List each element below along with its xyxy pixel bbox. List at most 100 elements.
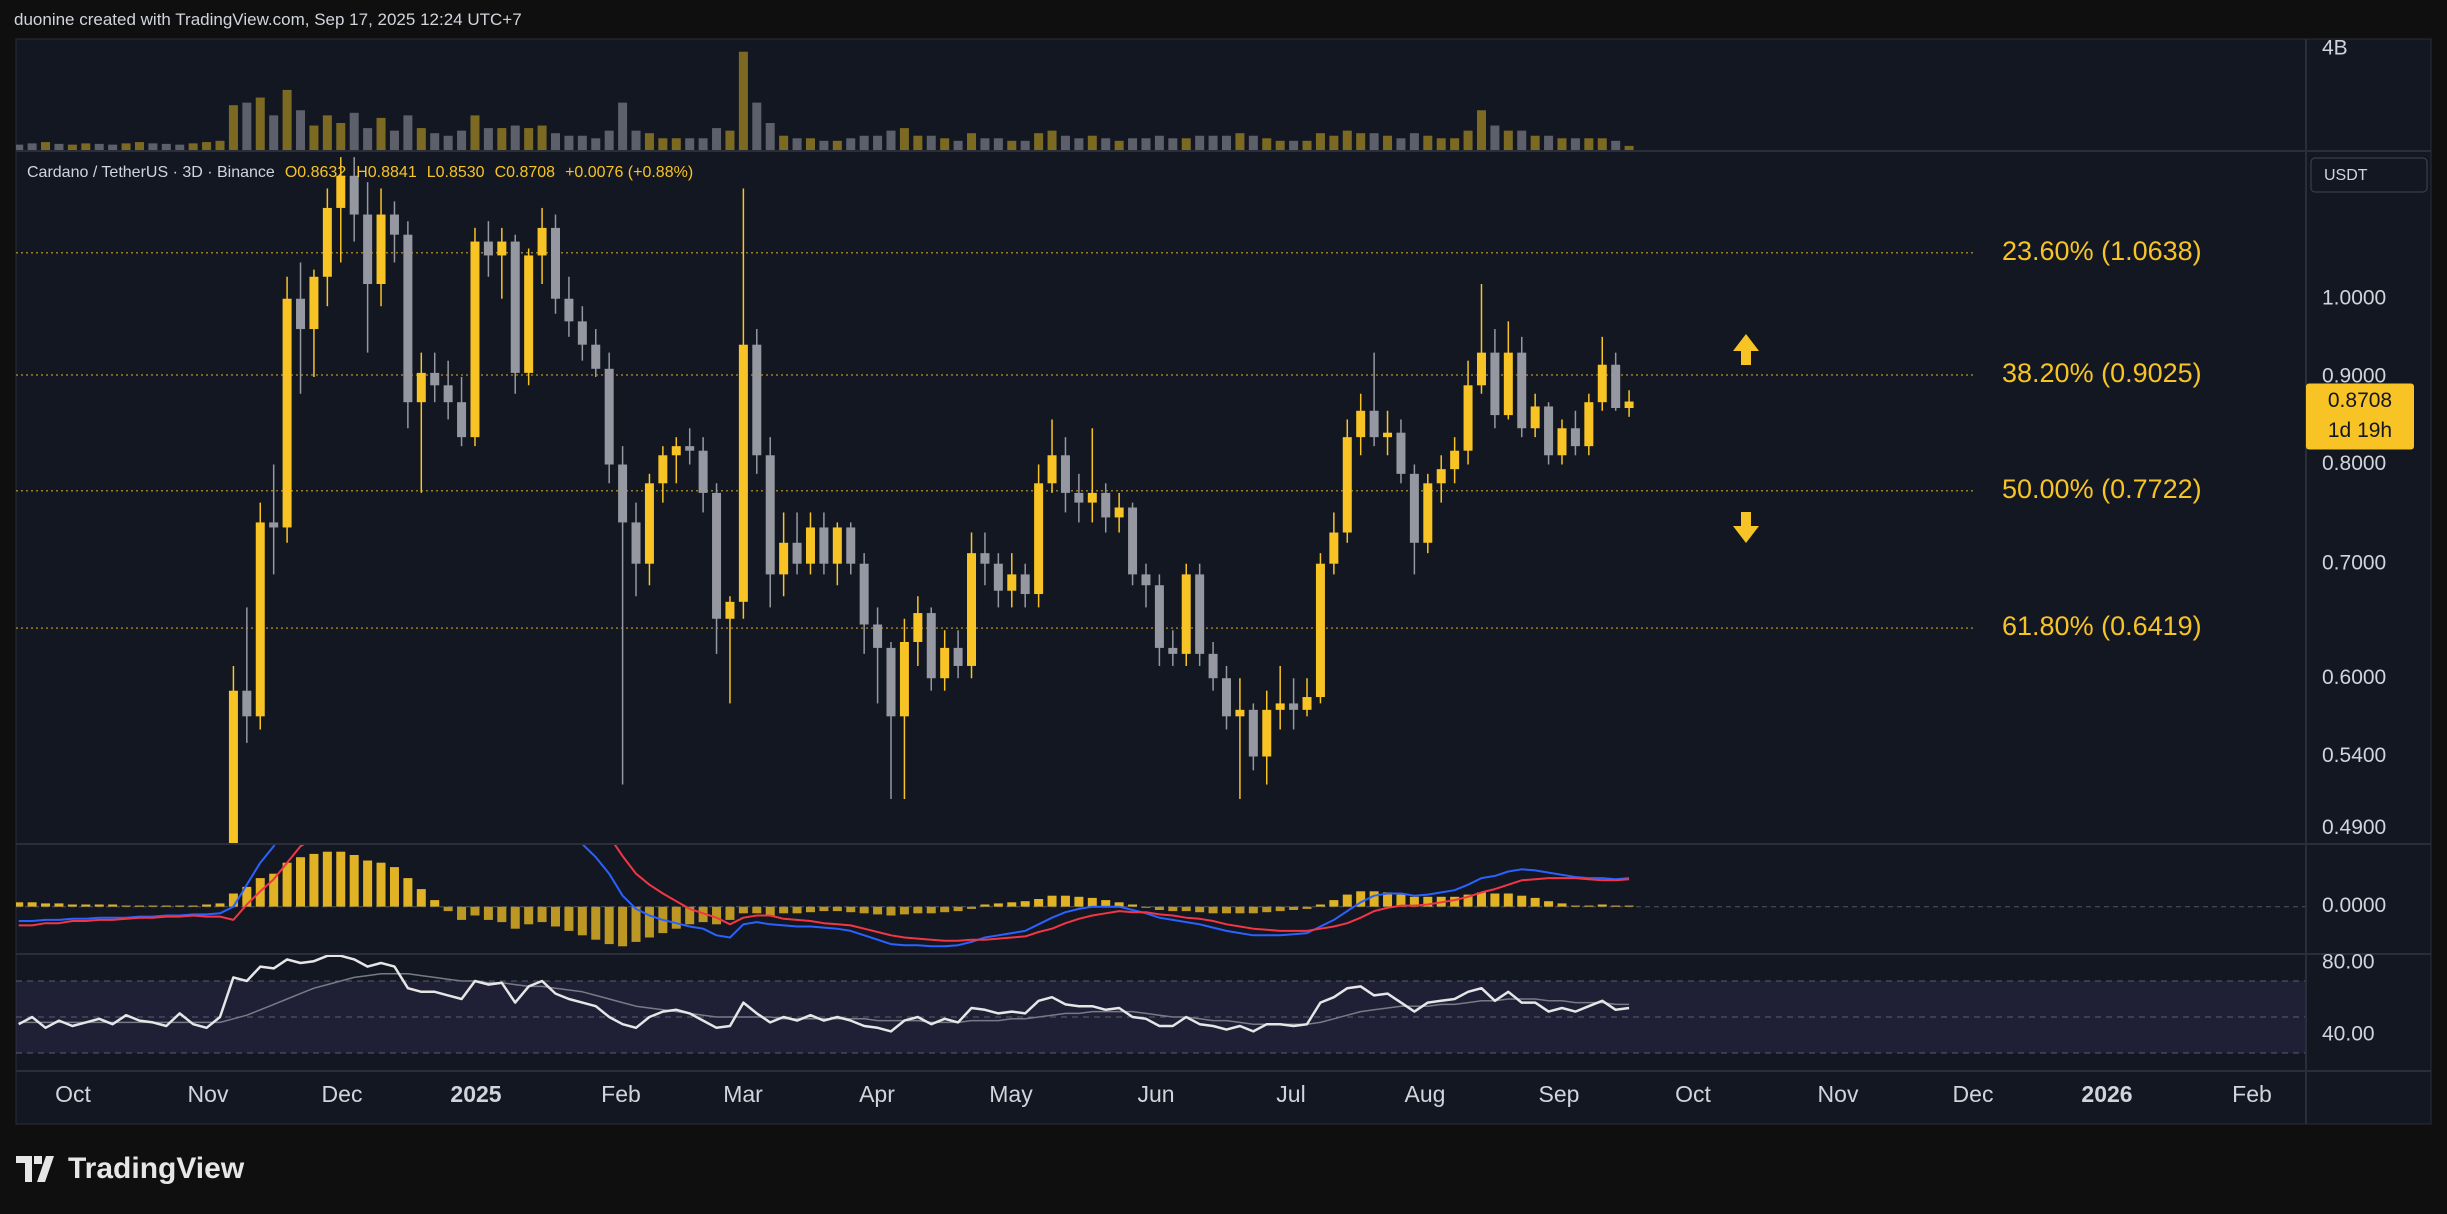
up-arrow-icon <box>1733 334 1759 365</box>
volume-bar <box>1034 133 1044 151</box>
volume-bar <box>443 135 453 151</box>
macd-histogram-bar <box>846 906 856 913</box>
volume-bar <box>899 128 909 151</box>
price-pane <box>16 157 1975 844</box>
macd-histogram-bar <box>269 873 279 907</box>
macd-histogram-bar <box>993 903 1003 907</box>
macd-histogram-bar <box>161 905 171 907</box>
macd-histogram-bar <box>859 906 869 914</box>
logo-icon <box>16 1156 54 1182</box>
macd-histogram-bar <box>1007 902 1017 907</box>
volume-bar <box>1020 140 1030 151</box>
candle-body <box>899 641 909 717</box>
candle-body <box>1222 678 1231 717</box>
volume-bar <box>1476 110 1486 151</box>
macd-histogram-bar <box>1530 897 1540 907</box>
macd-histogram-bar <box>1168 906 1178 912</box>
macd-histogram-bar <box>309 853 319 907</box>
macd-histogram-bar <box>752 906 762 914</box>
signal-line <box>18 844 1630 942</box>
candle-body <box>309 276 319 330</box>
macd-histogram-bar <box>1114 902 1124 907</box>
candle-body <box>497 241 507 256</box>
macd-histogram-bar <box>1611 905 1621 907</box>
macd-histogram-bar <box>953 906 963 912</box>
volume-bar <box>1315 133 1325 151</box>
candle-body <box>1356 410 1366 438</box>
volume-bar <box>108 144 118 151</box>
candle-body <box>1208 653 1218 679</box>
candle-body <box>524 255 534 373</box>
candle-body <box>1409 473 1419 543</box>
volume-bar <box>1154 135 1164 151</box>
macd-histogram-bar <box>1369 891 1379 907</box>
ohlc-label: H0.8841 <box>356 164 417 181</box>
macd-histogram-bar <box>1503 893 1513 907</box>
candle-body <box>1275 703 1285 710</box>
volume-bar <box>1074 138 1084 151</box>
x-tick-label: Dec <box>1953 1081 1994 1107</box>
fib-label: 23.60% (1.0638) <box>2002 236 2202 266</box>
volume-bar <box>269 115 279 151</box>
macd-histogram-bar <box>1235 906 1245 914</box>
volume-bar <box>1557 138 1567 151</box>
x-tick-label: Sep <box>1539 1081 1580 1107</box>
candle-body <box>1463 385 1473 451</box>
volume-bar <box>483 128 493 151</box>
volume-bar <box>148 143 158 151</box>
volume-bar <box>1490 125 1500 151</box>
candle-body <box>228 690 238 844</box>
macd-histogram-bar <box>1409 896 1419 907</box>
rsi-line <box>18 954 1630 1033</box>
volume-bar <box>953 140 963 151</box>
volume-bar <box>792 138 802 151</box>
macd-histogram-bar <box>1181 906 1191 912</box>
macd-histogram-bar <box>1342 894 1352 907</box>
volume-bar <box>1436 138 1446 151</box>
candle-body <box>443 385 453 403</box>
candle-body <box>1584 402 1594 447</box>
macd-histogram-bar <box>121 905 131 907</box>
macd-histogram-bar <box>1208 906 1218 914</box>
volume-bar <box>1235 133 1245 151</box>
macd-histogram-bar <box>483 906 493 920</box>
macd-histogram-bar <box>1396 894 1406 907</box>
ohlc-label: O0.8632 <box>284 164 347 181</box>
macd-histogram-bar <box>591 906 601 940</box>
candle-body <box>1289 703 1299 710</box>
candle-body <box>1060 455 1070 493</box>
candle-body <box>1450 450 1460 470</box>
macd-histogram-bar <box>913 906 923 914</box>
y-tick-label: 0.6000 <box>2322 666 2386 689</box>
macd-histogram-bar <box>1624 905 1634 907</box>
volume-bar <box>1007 140 1017 151</box>
candle-body <box>1530 406 1540 429</box>
candle-body <box>537 227 547 256</box>
volume-pane <box>16 51 1634 151</box>
candle-body <box>1544 406 1554 456</box>
volume-bar <box>1356 133 1366 151</box>
macd-histogram-bar <box>805 906 815 913</box>
volume-bar <box>873 135 883 151</box>
header: duonine created with TradingView.com, Se… <box>14 10 522 29</box>
candle-body <box>336 175 346 208</box>
volume-bar <box>1181 138 1191 151</box>
volume-bar <box>618 102 628 151</box>
volume-bar <box>940 138 950 151</box>
macd-histogram-bar <box>148 905 158 907</box>
volume-bar <box>1503 130 1513 151</box>
candle-body <box>658 455 668 484</box>
y-tick-label: 0.4900 <box>2322 816 2386 839</box>
volume-bar <box>591 138 601 151</box>
candle-body <box>322 207 332 277</box>
x-tick-label: Oct <box>1675 1081 1711 1107</box>
volume-bar <box>349 112 359 151</box>
candle-body <box>859 563 869 625</box>
x-tick-label: Nov <box>1818 1081 1859 1107</box>
macd-histogram-bar <box>537 906 547 923</box>
x-tick-label: Aug <box>1405 1081 1446 1107</box>
candle-body <box>1557 428 1567 456</box>
volume-bar <box>1168 138 1178 151</box>
macd-histogram-bar <box>1383 892 1393 907</box>
change-label: +0.0076 (+0.88%) <box>565 164 694 181</box>
